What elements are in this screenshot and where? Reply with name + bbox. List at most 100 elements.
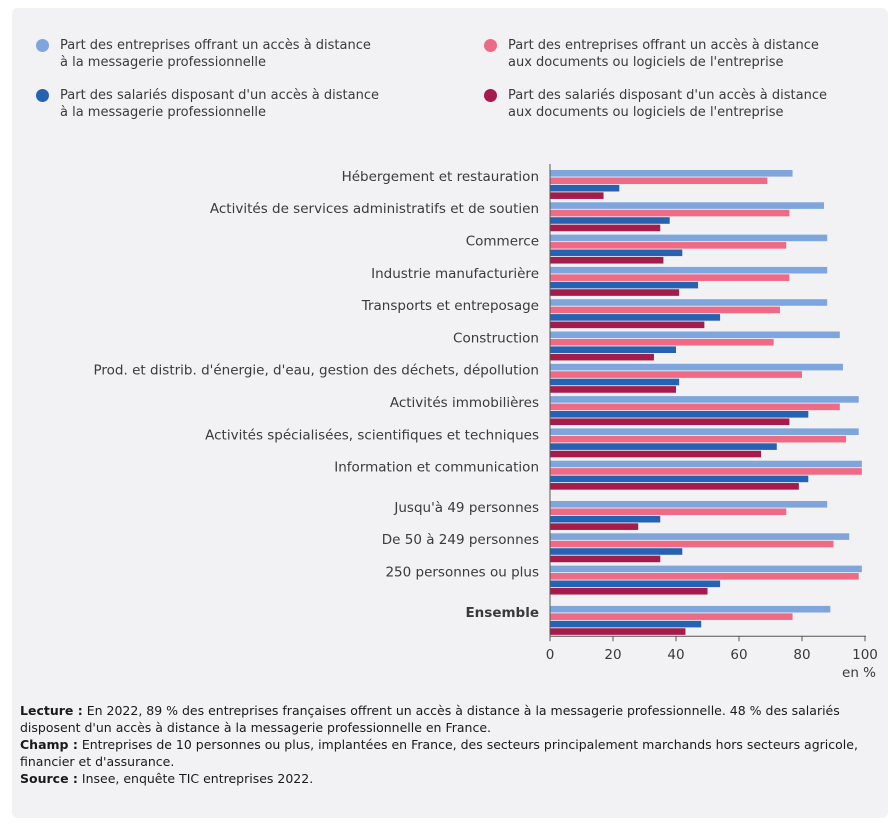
bar [550, 450, 762, 458]
legend-dot [484, 89, 497, 102]
bar-chart: Hébergement et restauration Activités de … [94, 164, 878, 681]
bar [550, 468, 862, 475]
category-label: Jusqu'à 49 personnes [393, 500, 539, 516]
bar [550, 508, 787, 516]
x-tick-label: 20 [604, 647, 621, 663]
category-label: Ensemble [465, 605, 539, 621]
bar [550, 192, 604, 199]
x-tick-label: 0 [546, 647, 555, 663]
bar [550, 177, 768, 185]
notes: Lecture : En 2022, 89 % des entreprises … [20, 702, 870, 787]
bar [550, 170, 793, 177]
bar [550, 256, 664, 264]
bar [550, 483, 799, 490]
bar [550, 321, 705, 329]
category-label: Activités immobilières [390, 395, 539, 411]
bar [550, 331, 840, 339]
bar [550, 378, 680, 386]
note-label: Source : [20, 771, 78, 786]
bar [550, 234, 828, 242]
bar [550, 435, 847, 443]
bar [550, 515, 661, 523]
category-label: Hébergement et restauration [342, 169, 539, 185]
legend-dot [484, 39, 497, 52]
note-source: Source : Insee, enquête TIC entreprises … [20, 770, 870, 787]
bar [550, 371, 802, 378]
bar [550, 533, 850, 540]
bar [550, 274, 790, 281]
category-label: Activités de services administratifs et … [210, 201, 539, 217]
bar [550, 217, 670, 224]
bar [550, 475, 809, 483]
note-text: En 2022, 89 % des entreprises françaises… [20, 703, 840, 735]
bar [550, 306, 780, 314]
bar [550, 565, 862, 573]
bar [550, 353, 654, 361]
category-label: De 50 à 249 personnes [382, 532, 539, 548]
bar [550, 587, 708, 595]
category-label: Prod. et distrib. d'énergie, d'eau, gest… [94, 363, 539, 379]
bar [550, 249, 683, 257]
bar [550, 573, 859, 580]
note-text: Entreprises de 10 personnes ou plus, imp… [20, 737, 858, 769]
legend-label: Part des entreprises offrant un accès à … [508, 38, 819, 70]
legend-label: Part des salariés disposant d'un accès à… [508, 88, 827, 120]
bar [550, 418, 790, 426]
bar [550, 523, 639, 530]
bar [550, 580, 721, 588]
bar [550, 202, 825, 209]
bar [550, 605, 831, 613]
category-label: Construction [453, 330, 539, 346]
legend-item-1: Part des entreprises offrant un accès à … [36, 37, 371, 71]
bar [550, 443, 777, 450]
category-label: Industrie manufacturière [371, 266, 539, 282]
note-champ: Champ : Entreprises de 10 personnes ou p… [20, 736, 870, 770]
bar [550, 460, 862, 468]
bar [550, 548, 683, 555]
bar [550, 224, 661, 232]
legend-label: Part des entreprises offrant un accès à … [60, 38, 371, 70]
bar [550, 266, 828, 274]
bar [550, 540, 834, 548]
bar [550, 386, 676, 393]
bar [550, 555, 661, 563]
legend-dot [36, 89, 49, 102]
bar [550, 396, 859, 403]
x-tick-label: 60 [730, 647, 747, 663]
note-lecture: Lecture : En 2022, 89 % des entreprises … [20, 702, 870, 736]
x-unit-label: en % [842, 665, 876, 681]
bar [550, 403, 840, 411]
bar [550, 299, 828, 306]
category-label: Activités spécialisées, scientifiques et… [205, 427, 539, 443]
bar [550, 411, 809, 418]
bar [550, 184, 620, 192]
category-label: Commerce [466, 234, 539, 250]
bar [550, 620, 702, 628]
legend-label: Part des salariés disposant d'un accès à… [60, 88, 379, 120]
legend-item-2: Part des entreprises offrant un accès à … [484, 37, 819, 71]
bar [550, 209, 790, 217]
x-tick-label: 100 [852, 647, 878, 663]
category-label: Transports et entreposage [361, 298, 539, 314]
bar [550, 289, 680, 296]
bar [550, 281, 699, 289]
legend-item-4: Part des salariés disposant d'un accès à… [484, 87, 827, 121]
note-text: Insee, enquête TIC entreprises 2022. [77, 771, 314, 786]
bar [550, 501, 828, 508]
note-label: Champ : [20, 737, 78, 752]
category-label: 250 personnes ou plus [385, 565, 539, 581]
bar [550, 338, 774, 346]
x-tick-label: 80 [793, 647, 810, 663]
x-tick-label: 40 [667, 647, 684, 663]
bar [550, 428, 859, 435]
bar [550, 613, 793, 620]
bar [550, 346, 676, 353]
legend-dot [36, 39, 49, 52]
bar [550, 363, 843, 371]
category-label: Information et communication [334, 460, 539, 476]
note-label: Lecture : [20, 703, 83, 718]
bar [550, 314, 721, 321]
bar [550, 628, 686, 635]
legend-item-3: Part des salariés disposant d'un accès à… [36, 87, 379, 121]
bar [550, 242, 787, 249]
